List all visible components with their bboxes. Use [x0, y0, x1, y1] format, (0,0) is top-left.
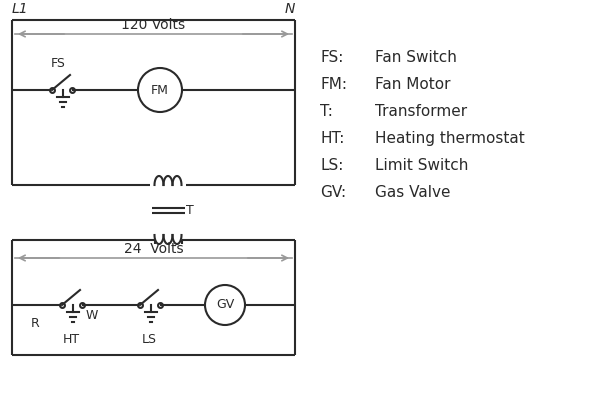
Text: FS: FS	[51, 57, 66, 70]
Text: FM: FM	[151, 84, 169, 96]
Text: Gas Valve: Gas Valve	[375, 185, 451, 200]
Text: LS: LS	[142, 333, 156, 346]
Text: LS:: LS:	[320, 158, 343, 173]
Text: Fan Motor: Fan Motor	[375, 77, 451, 92]
Text: Heating thermostat: Heating thermostat	[375, 131, 525, 146]
Text: L1: L1	[12, 2, 29, 16]
Text: N: N	[284, 2, 295, 16]
Text: HT:: HT:	[320, 131, 345, 146]
Text: 120 Volts: 120 Volts	[122, 18, 186, 32]
Text: GV: GV	[216, 298, 234, 312]
Text: T: T	[185, 204, 194, 217]
Text: FM:: FM:	[320, 77, 347, 92]
Text: Fan Switch: Fan Switch	[375, 50, 457, 65]
Text: 24  Volts: 24 Volts	[124, 242, 183, 256]
Text: R: R	[31, 317, 40, 330]
Text: T:: T:	[320, 104, 333, 119]
Text: Transformer: Transformer	[375, 104, 467, 119]
Text: Limit Switch: Limit Switch	[375, 158, 468, 173]
Text: GV:: GV:	[320, 185, 346, 200]
Text: HT: HT	[63, 333, 80, 346]
Text: FS:: FS:	[320, 50, 343, 65]
Text: W: W	[86, 309, 99, 322]
